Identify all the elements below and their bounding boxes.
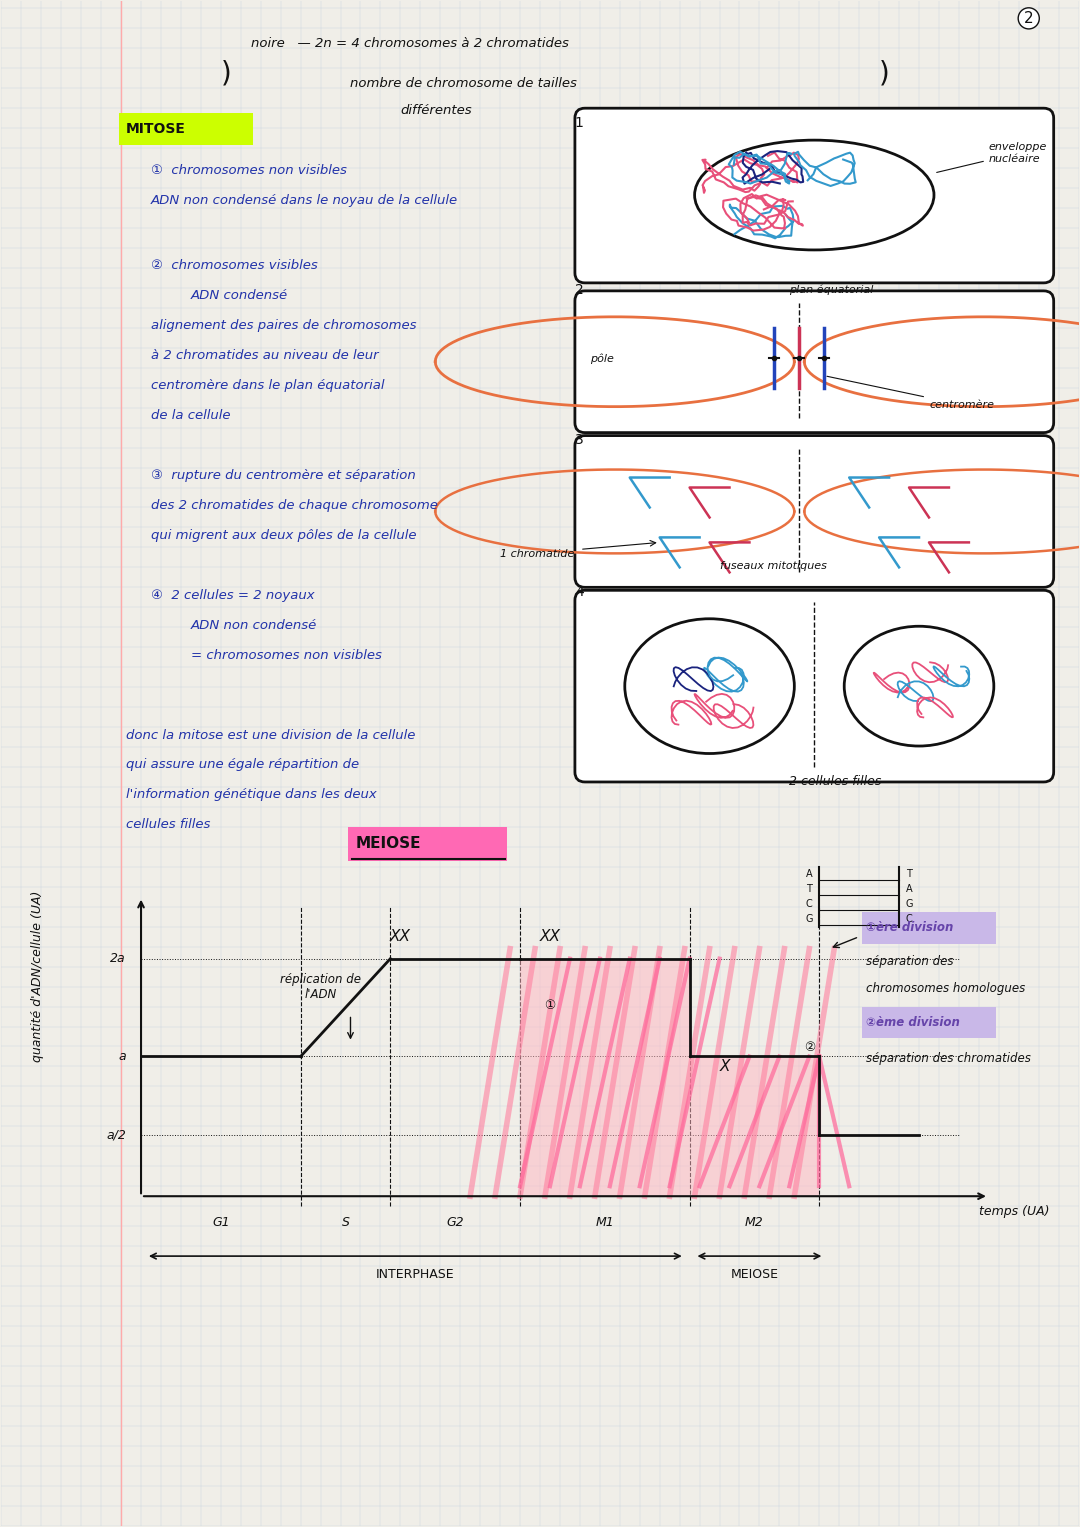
Text: pôle: pôle	[590, 353, 613, 363]
Text: ②ème division: ②ème division	[866, 1015, 960, 1029]
Text: ADN condensé: ADN condensé	[191, 289, 288, 302]
FancyBboxPatch shape	[575, 290, 1054, 432]
Text: ADN non condensé: ADN non condensé	[191, 618, 318, 632]
Text: XX: XX	[540, 928, 561, 944]
Text: ): )	[220, 60, 231, 87]
Text: réplication de
l'ADN: réplication de l'ADN	[280, 973, 361, 1000]
Text: ①  chromosomes non visibles: ① chromosomes non visibles	[151, 163, 347, 177]
Text: G: G	[806, 913, 813, 924]
Text: X: X	[719, 1060, 730, 1075]
Text: ①ère division: ①ère division	[866, 921, 954, 935]
FancyBboxPatch shape	[575, 591, 1054, 782]
Text: 1 chromatide: 1 chromatide	[500, 550, 575, 559]
Text: qui migrent aux deux pôles de la cellule: qui migrent aux deux pôles de la cellule	[151, 528, 417, 542]
Text: T: T	[906, 869, 912, 880]
Ellipse shape	[694, 140, 934, 250]
Text: ①: ①	[544, 999, 555, 1011]
Text: qui assure une égale répartition de: qui assure une égale répartition de	[126, 759, 360, 771]
Text: ADN non condensé dans le noyau de la cellule: ADN non condensé dans le noyau de la cel…	[151, 194, 458, 206]
Text: INTERPHASE: INTERPHASE	[376, 1267, 455, 1281]
Text: cellules filles: cellules filles	[126, 818, 211, 831]
Text: A: A	[806, 869, 812, 880]
FancyBboxPatch shape	[119, 113, 253, 145]
Text: alignement des paires de chromosomes: alignement des paires de chromosomes	[151, 319, 417, 333]
Text: l'information génétique dans les deux: l'information génétique dans les deux	[126, 788, 377, 802]
Text: ②: ②	[804, 1041, 815, 1055]
Text: MEIOSE: MEIOSE	[730, 1267, 779, 1281]
Text: C: C	[806, 899, 812, 909]
Bar	[690, 1057, 820, 1196]
Text: a: a	[119, 1051, 126, 1063]
Text: G: G	[905, 899, 913, 909]
Text: donc la mitose est une division de la cellule: donc la mitose est une division de la ce…	[126, 728, 416, 742]
Ellipse shape	[845, 626, 994, 747]
Text: noire   — 2n = 4 chromosomes à 2 chromatides: noire — 2n = 4 chromosomes à 2 chromatid…	[251, 37, 569, 50]
Text: enveloppe
nucléaire: enveloppe nucléaire	[936, 142, 1048, 173]
Text: 2: 2	[1024, 11, 1034, 26]
Ellipse shape	[625, 618, 795, 753]
Text: M2: M2	[745, 1215, 764, 1229]
Text: a/2: a/2	[106, 1128, 126, 1141]
Text: centromère: centromère	[827, 376, 994, 409]
Text: de la cellule: de la cellule	[151, 409, 230, 421]
Text: nombre de chromosome de tailles: nombre de chromosome de tailles	[351, 76, 578, 90]
Text: ): )	[879, 60, 890, 87]
FancyBboxPatch shape	[575, 435, 1054, 588]
Text: séparation des: séparation des	[866, 956, 954, 968]
FancyBboxPatch shape	[862, 912, 996, 944]
Text: G2: G2	[446, 1215, 464, 1229]
Text: C: C	[906, 913, 913, 924]
Text: M1: M1	[595, 1215, 615, 1229]
Text: S: S	[341, 1215, 350, 1229]
FancyBboxPatch shape	[862, 1006, 996, 1038]
Text: ②  chromosomes visibles: ② chromosomes visibles	[151, 260, 318, 272]
Text: A: A	[906, 884, 913, 893]
Text: 4: 4	[575, 585, 583, 599]
Text: temps (UA): temps (UA)	[978, 1205, 1050, 1217]
Text: 3: 3	[575, 432, 583, 446]
Text: ④  2 cellules = 2 noyaux: ④ 2 cellules = 2 noyaux	[151, 589, 314, 602]
Text: 1: 1	[575, 116, 584, 130]
Text: chromosomes homologues: chromosomes homologues	[866, 982, 1025, 996]
Text: T: T	[807, 884, 812, 893]
Text: séparation des chromatides: séparation des chromatides	[866, 1052, 1031, 1064]
Text: à 2 chromatides au niveau de leur: à 2 chromatides au niveau de leur	[151, 350, 379, 362]
Text: fuseaux mitotiques: fuseaux mitotiques	[719, 562, 826, 571]
Text: quantité d'ADN/cellule (UA): quantité d'ADN/cellule (UA)	[31, 890, 44, 1063]
Text: ③  rupture du centromère et séparation: ③ rupture du centromère et séparation	[151, 469, 416, 483]
Text: 2a: 2a	[110, 953, 126, 965]
Text: différentes: différentes	[401, 104, 472, 116]
Bar	[521, 959, 690, 1196]
Text: XX: XX	[390, 928, 410, 944]
Text: centromère dans le plan équatorial: centromère dans le plan équatorial	[151, 379, 384, 392]
Text: MITOSE: MITOSE	[126, 122, 186, 136]
Text: MEIOSE: MEIOSE	[355, 837, 421, 852]
Text: = chromosomes non visibles: = chromosomes non visibles	[191, 649, 381, 661]
FancyBboxPatch shape	[349, 828, 508, 861]
Text: G1: G1	[212, 1215, 230, 1229]
Text: 2: 2	[575, 282, 583, 296]
FancyBboxPatch shape	[575, 108, 1054, 282]
Text: plan équatorial: plan équatorial	[789, 284, 874, 295]
Text: des 2 chromatides de chaque chromosome: des 2 chromatides de chaque chromosome	[151, 499, 437, 512]
Text: 2 cellules filles: 2 cellules filles	[789, 776, 881, 788]
